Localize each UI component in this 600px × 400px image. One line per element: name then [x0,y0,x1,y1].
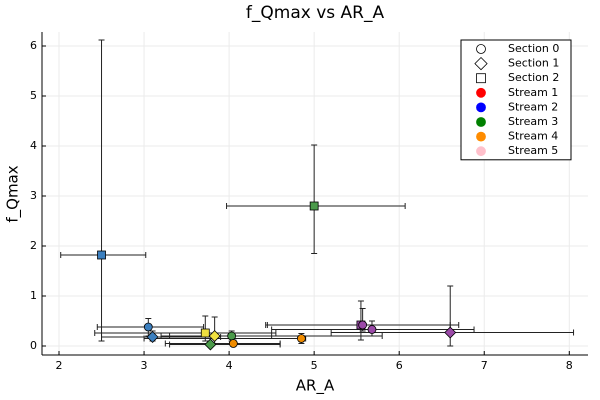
legend-label: Stream 4 [508,130,558,143]
point [309,201,319,211]
point [358,320,368,330]
legend-label: Stream 3 [508,115,558,128]
y-axis-label: f_Qmax [4,165,23,222]
legend-label: Stream 5 [508,144,558,157]
point [146,331,159,343]
x-tick-label: 3 [141,359,148,372]
point [228,339,238,348]
legend-marker [476,102,486,113]
legend-marker [476,87,486,98]
legend-marker [476,73,486,84]
x-tick-label: 2 [56,359,63,372]
point [444,326,457,339]
y-tick-label: 2 [30,239,37,252]
y-tick-label: 5 [30,89,37,102]
y-tick-label: 4 [30,139,37,152]
point [97,250,106,260]
legend-marker [476,117,486,127]
y-tick-label: 0 [30,339,37,352]
x-tick-label: 4 [226,359,233,372]
y-tick-label: 6 [30,39,37,52]
point [367,325,377,334]
point [227,331,237,341]
legend-label: Section 1 [508,57,559,70]
point [143,322,153,332]
legend-marker [476,44,486,54]
legend-marker [476,131,486,142]
legend-label: Stream 1 [508,86,558,99]
x-tick-label: 7 [481,359,488,372]
x-axis-label: AR_A [296,377,335,396]
y-tick-label: 3 [30,189,37,202]
point [204,338,217,351]
point [296,334,306,343]
y-tick-label: 1 [30,289,37,302]
point [200,328,210,338]
x-tick-label: 5 [311,359,318,372]
point [208,330,221,342]
legend-marker [474,56,488,71]
x-tick-label: 6 [396,359,403,372]
chart-title: f_Qmax vs AR_A [246,3,385,23]
x-tick-label: 8 [566,359,573,372]
legend-label: Section 2 [508,71,559,84]
legend-marker [476,146,486,157]
legend-label: Section 0 [508,42,559,55]
legend-label: Stream 2 [508,100,558,113]
